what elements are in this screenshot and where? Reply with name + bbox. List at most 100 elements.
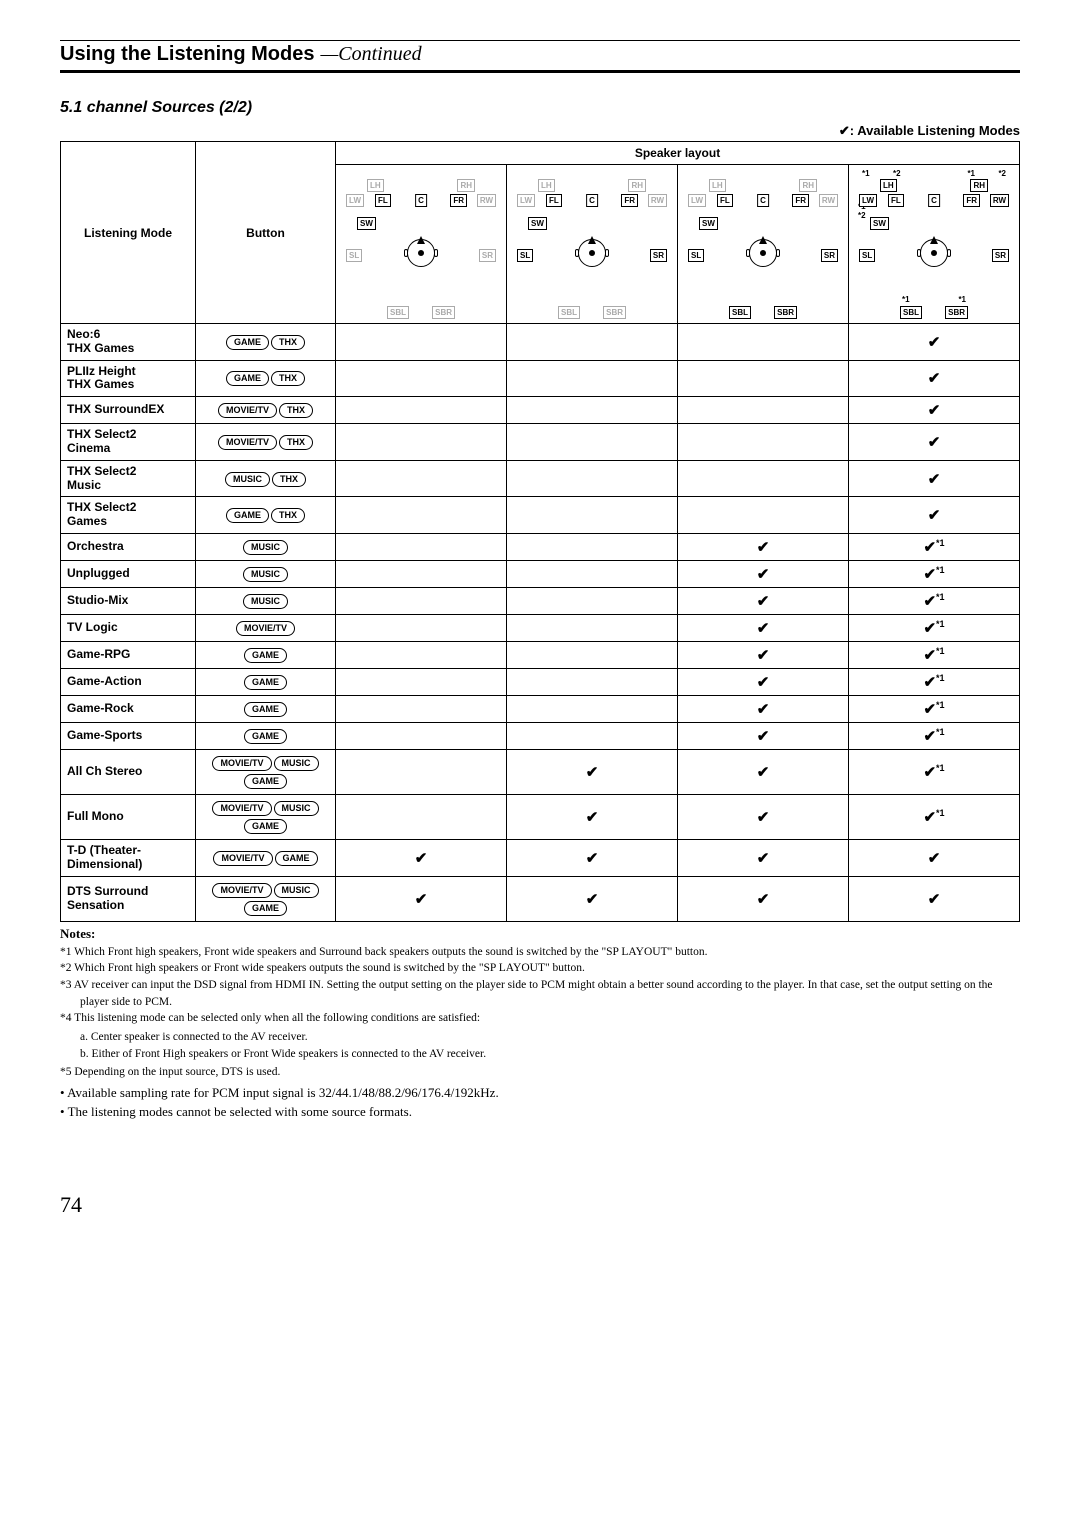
check-cell: ✔*1 xyxy=(849,794,1020,839)
check-cell xyxy=(507,614,678,641)
check-cell xyxy=(336,397,507,424)
check-cell xyxy=(507,695,678,722)
check-cell xyxy=(336,722,507,749)
button-cell: MOVIE/TVTHX xyxy=(196,397,336,424)
music-button: MUSIC xyxy=(243,567,288,582)
check-cell xyxy=(507,360,678,397)
check-cell: ✔ xyxy=(678,614,849,641)
table-row: THX SurroundEXMOVIE/TVTHX ✔ xyxy=(61,397,1020,424)
check-cell xyxy=(336,794,507,839)
speaker-diagram: LH RH LW FL C FR RW SW SL SR SBL SBR xyxy=(684,169,842,319)
check-cell xyxy=(678,360,849,397)
button-cell: GAMETHX xyxy=(196,324,336,361)
mode-label: THX Select2Music xyxy=(61,460,196,497)
check-cell xyxy=(507,497,678,534)
check-cell: ✔ xyxy=(849,497,1020,534)
check-cell: ✔*1 xyxy=(849,749,1020,794)
check-cell xyxy=(336,641,507,668)
mode-label: Game-Sports xyxy=(61,722,196,749)
check-cell: ✔*1 xyxy=(849,560,1020,587)
title-continued: —Continued xyxy=(320,43,421,66)
mode-label: Orchestra xyxy=(61,533,196,560)
mode-label: THX SurroundEX xyxy=(61,397,196,424)
music-button: MUSIC xyxy=(274,756,319,771)
button-cell: GAME xyxy=(196,695,336,722)
check-cell xyxy=(678,424,849,461)
check-cell: ✔ xyxy=(678,839,849,876)
check-cell: ✔ xyxy=(849,360,1020,397)
button-cell: GAMETHX xyxy=(196,360,336,397)
table-row: Full MonoMOVIE/TVMUSICGAME✔✔✔*1 xyxy=(61,794,1020,839)
header-layout: Speaker layout xyxy=(336,142,1020,165)
game-button: GAME xyxy=(226,508,269,523)
check-cell: ✔ xyxy=(849,397,1020,424)
listening-mode-table: Listening Mode Button Speaker layout LH … xyxy=(60,141,1020,922)
header-button: Button xyxy=(196,142,336,324)
speaker-layout-cell: *1 *2 *1 *2 *1 *2 LH RH LW FL C FR RW SW… xyxy=(849,165,1020,324)
button-cell: GAMETHX xyxy=(196,497,336,534)
button-cell: MUSICTHX xyxy=(196,460,336,497)
check-cell: ✔ xyxy=(849,460,1020,497)
game-button: GAME xyxy=(244,648,287,663)
available-legend: ✔: Available Listening Modes xyxy=(60,123,1020,139)
button-cell: MOVIE/TVMUSIC GAME xyxy=(196,876,336,921)
table-row: THX Select2CinemaMOVIE/TVTHX✔ xyxy=(61,424,1020,461)
table-row: T-D (Theater-Dimensional)MOVIE/TVGAME✔✔✔… xyxy=(61,839,1020,876)
mode-label: All Ch Stereo xyxy=(61,749,196,794)
button-cell: MOVIE/TV xyxy=(196,614,336,641)
check-cell: ✔ xyxy=(849,839,1020,876)
notes-list: *1 Which Front high speakers, Front wide… xyxy=(60,944,1020,1027)
game-button: GAME xyxy=(244,901,287,916)
speaker-diagram: LH RH LW FL C FR RW SW SL SR SBL SBR xyxy=(342,169,500,319)
check-cell xyxy=(336,587,507,614)
movietv-button: MOVIE/TV xyxy=(213,851,272,866)
check-cell: ✔ xyxy=(849,876,1020,921)
check-cell xyxy=(507,560,678,587)
check-cell: ✔ xyxy=(507,794,678,839)
check-cell: ✔*1 xyxy=(849,587,1020,614)
table-row: All Ch StereoMOVIE/TVMUSICGAME✔✔✔*1 xyxy=(61,749,1020,794)
speaker-diagram: LH RH LW FL C FR RW SW SL SR SBL SBR xyxy=(513,169,671,319)
music-button: MUSIC xyxy=(274,883,319,898)
bullet-list: • Available sampling rate for PCM input … xyxy=(60,1083,1020,1122)
note-item: *4 This listening mode can be selected o… xyxy=(60,1010,1020,1027)
check-cell xyxy=(336,424,507,461)
check-cell: ✔ xyxy=(849,324,1020,361)
check-cell xyxy=(507,533,678,560)
table-row: Neo:6THX GamesGAMETHX✔ xyxy=(61,324,1020,361)
notes-list-2: *5 Depending on the input source, DTS is… xyxy=(60,1064,1020,1081)
check-cell xyxy=(507,722,678,749)
button-cell: GAME xyxy=(196,641,336,668)
check-cell: ✔*1 xyxy=(849,614,1020,641)
game-button: GAME xyxy=(275,851,318,866)
table-row: THX Select2MusicMUSICTHX ✔ xyxy=(61,460,1020,497)
movietv-button: MOVIE/TV xyxy=(212,883,271,898)
note-item: a. Center speaker is connected to the AV… xyxy=(60,1029,1020,1046)
check-cell: ✔ xyxy=(678,722,849,749)
check-cell: ✔ xyxy=(849,424,1020,461)
table-row: TV LogicMOVIE/TV✔✔*1 xyxy=(61,614,1020,641)
notes-sublist: a. Center speaker is connected to the AV… xyxy=(60,1029,1020,1062)
table-row: Game-SportsGAME✔✔*1 xyxy=(61,722,1020,749)
check-cell xyxy=(336,695,507,722)
check-cell xyxy=(507,587,678,614)
check-cell: ✔ xyxy=(678,560,849,587)
thx-button: THX xyxy=(271,508,305,523)
check-cell: ✔ xyxy=(507,749,678,794)
check-cell: ✔ xyxy=(678,668,849,695)
speaker-layout-cell: LH RH LW FL C FR RW SW SL SR SBL SBR xyxy=(336,165,507,324)
speaker-diagram: *1 *2 *1 *2 *1 *2 LH RH LW FL C FR RW SW… xyxy=(855,169,1013,319)
check-cell xyxy=(678,324,849,361)
button-cell: MOVIE/TVMUSICGAME xyxy=(196,749,336,794)
check-cell: ✔ xyxy=(678,695,849,722)
mode-label: Unplugged xyxy=(61,560,196,587)
speaker-layout-cell: LH RH LW FL C FR RW SW SL SR SBL SBR xyxy=(678,165,849,324)
music-button: MUSIC xyxy=(274,801,319,816)
thx-button: THX xyxy=(272,472,306,487)
mode-label: Game-Action xyxy=(61,668,196,695)
movietv-button: MOVIE/TV xyxy=(218,403,277,418)
check-cell: ✔*1 xyxy=(849,668,1020,695)
mode-label: DTS SurroundSensation xyxy=(61,876,196,921)
check-cell xyxy=(336,460,507,497)
game-button: GAME xyxy=(244,675,287,690)
